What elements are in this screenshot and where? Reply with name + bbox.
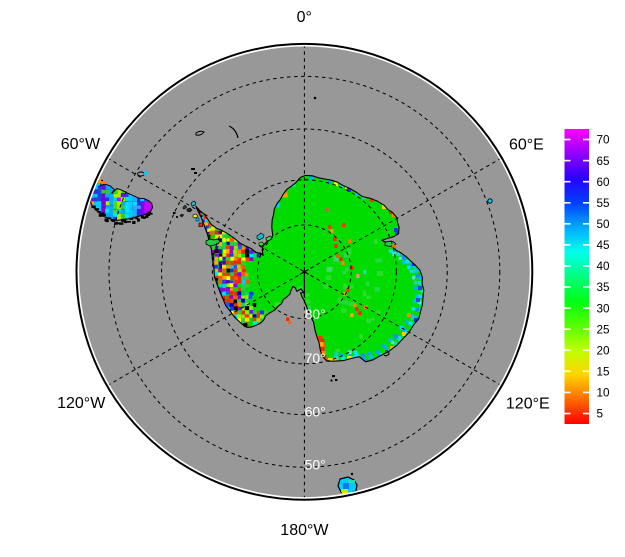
svg-text:60°W: 60°W xyxy=(61,136,101,153)
svg-text:20: 20 xyxy=(597,344,611,357)
svg-text:60°E: 60°E xyxy=(509,136,544,153)
svg-text:60°: 60° xyxy=(305,404,326,420)
svg-text:45: 45 xyxy=(597,239,611,252)
svg-text:30: 30 xyxy=(597,302,611,315)
svg-text:25: 25 xyxy=(597,323,611,336)
svg-text:35: 35 xyxy=(597,281,611,294)
svg-text:10: 10 xyxy=(597,387,611,400)
svg-text:180°W: 180°W xyxy=(280,522,329,539)
svg-text:60: 60 xyxy=(597,176,611,189)
svg-text:70: 70 xyxy=(597,134,611,147)
svg-text:120°W: 120°W xyxy=(57,395,106,412)
svg-text:120°E: 120°E xyxy=(506,395,550,412)
svg-text:40: 40 xyxy=(597,260,611,273)
svg-text:80°: 80° xyxy=(305,306,326,322)
svg-text:5: 5 xyxy=(597,408,604,421)
svg-text:70°: 70° xyxy=(305,350,326,366)
svg-text:50: 50 xyxy=(597,218,611,231)
svg-text:0°: 0° xyxy=(297,9,312,26)
svg-text:55: 55 xyxy=(597,197,611,210)
svg-text:50°: 50° xyxy=(305,456,326,472)
svg-text:65: 65 xyxy=(597,155,611,168)
svg-text:15: 15 xyxy=(597,366,611,379)
